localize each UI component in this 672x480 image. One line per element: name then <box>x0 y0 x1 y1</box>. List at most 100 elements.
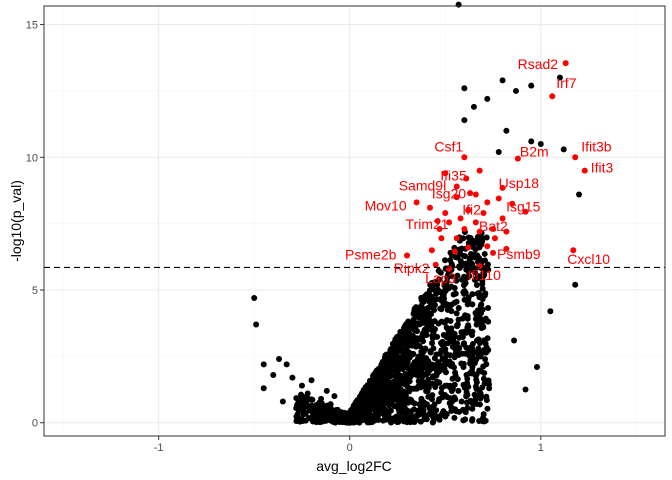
data-point <box>572 281 579 288</box>
data-point <box>473 275 480 282</box>
data-point <box>511 337 518 344</box>
gene-point-trim21 <box>436 225 443 232</box>
data-point <box>402 409 409 416</box>
gene-point-ifi2 <box>465 207 472 214</box>
data-point <box>420 298 427 305</box>
data-point <box>456 345 463 352</box>
data-point <box>481 370 488 377</box>
data-point <box>465 273 472 280</box>
data-point <box>394 334 401 341</box>
data-point <box>309 414 316 421</box>
y-tick-label: 5 <box>32 285 38 297</box>
data-point <box>547 308 554 315</box>
significant-point <box>495 195 502 202</box>
data-point <box>442 300 449 307</box>
data-point <box>366 407 373 414</box>
data-point <box>442 257 449 264</box>
data-point <box>418 365 425 372</box>
data-point <box>444 394 451 401</box>
data-point <box>307 396 314 403</box>
significant-point <box>426 204 433 211</box>
data-point <box>447 382 454 389</box>
data-point <box>458 398 465 405</box>
data-point <box>435 267 442 274</box>
data-point <box>499 77 506 84</box>
significant-point <box>476 228 483 235</box>
data-point <box>443 411 450 418</box>
data-point <box>439 410 446 417</box>
data-point <box>323 387 330 394</box>
data-point <box>469 301 476 308</box>
significant-point <box>467 190 474 197</box>
data-point <box>413 371 420 378</box>
data-point <box>405 318 412 325</box>
data-point <box>471 391 478 398</box>
significant-point <box>503 245 510 252</box>
data-point <box>435 398 442 405</box>
data-point <box>449 360 456 367</box>
data-point <box>353 403 360 410</box>
data-point <box>472 246 479 253</box>
gene-label-usp18: Usp18 <box>499 175 540 191</box>
data-point <box>495 148 502 155</box>
data-point <box>446 400 453 407</box>
data-point <box>386 395 393 402</box>
significant-point <box>491 235 498 242</box>
data-point <box>470 237 477 244</box>
plot-panel <box>44 6 665 436</box>
data-point <box>328 414 335 421</box>
data-point <box>429 374 436 381</box>
major-gridlines <box>44 6 665 436</box>
data-point <box>384 372 391 379</box>
data-point <box>461 117 468 124</box>
data-point <box>380 410 387 417</box>
data-point <box>464 375 471 382</box>
gene-label-cxcl10: Cxcl10 <box>567 251 610 267</box>
data-point <box>392 417 399 424</box>
significant-point <box>480 210 487 217</box>
data-point <box>403 373 410 380</box>
gene-point-psme2b <box>404 252 411 259</box>
panel-border <box>43 5 666 437</box>
gene-point-samd9l <box>453 183 460 190</box>
data-point <box>289 374 296 381</box>
data-point <box>426 405 433 412</box>
gene-label-csf1: Csf1 <box>434 138 463 154</box>
data-point <box>484 95 491 102</box>
data-point <box>430 345 437 352</box>
data-point <box>473 282 480 289</box>
gene-label-lap3: Lap3 <box>425 270 456 286</box>
data-point <box>454 272 461 279</box>
data-point <box>434 370 441 377</box>
data-point <box>470 400 477 407</box>
significant-point <box>484 243 491 250</box>
y-tick-label: 10 <box>26 152 38 164</box>
data-point <box>279 398 286 405</box>
gene-point-mov10 <box>413 199 420 206</box>
data-point <box>413 364 420 371</box>
data-point <box>437 340 444 347</box>
data-point <box>369 394 376 401</box>
data-point <box>400 324 407 331</box>
data-point <box>469 340 476 347</box>
data-point <box>410 319 417 326</box>
data-point <box>477 353 484 360</box>
data-point <box>260 385 267 392</box>
data-point <box>364 398 371 405</box>
data-point <box>382 400 389 407</box>
data-point <box>415 314 422 321</box>
data-point <box>414 356 421 363</box>
data-point <box>453 351 460 358</box>
data-point <box>473 376 480 383</box>
y-axis-title: -log10(p_val) <box>8 180 24 262</box>
data-point <box>528 138 535 145</box>
data-point <box>472 315 479 322</box>
data-point <box>251 294 258 301</box>
data-point <box>341 409 348 416</box>
data-point <box>430 418 437 425</box>
data-point <box>408 342 415 349</box>
data-point <box>475 289 482 296</box>
data-point <box>363 387 370 394</box>
data-point <box>416 382 423 389</box>
